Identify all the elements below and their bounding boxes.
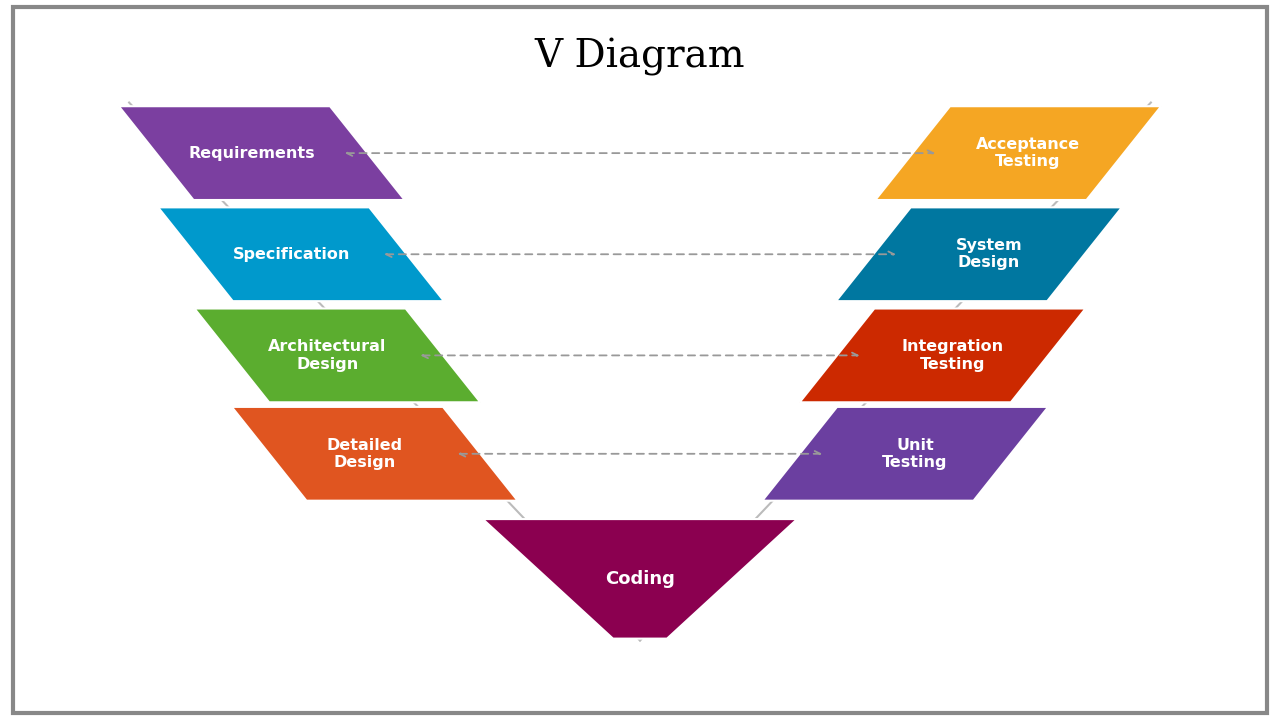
Polygon shape (232, 407, 517, 500)
Polygon shape (195, 308, 480, 402)
Text: Unit
Testing: Unit Testing (882, 438, 948, 470)
Text: Coding: Coding (605, 570, 675, 588)
Text: V Diagram: V Diagram (535, 37, 745, 76)
Polygon shape (800, 308, 1085, 402)
Text: Specification: Specification (233, 247, 349, 262)
Polygon shape (119, 107, 404, 200)
Text: Detailed
Design: Detailed Design (326, 438, 403, 470)
Polygon shape (159, 207, 444, 301)
Text: Acceptance
Testing: Acceptance Testing (977, 137, 1080, 169)
Text: Requirements: Requirements (188, 145, 315, 161)
Polygon shape (763, 407, 1048, 500)
Text: Architectural
Design: Architectural Design (269, 339, 387, 372)
Polygon shape (483, 519, 797, 639)
Polygon shape (836, 207, 1121, 301)
Text: Integration
Testing: Integration Testing (901, 339, 1004, 372)
Text: System
Design: System Design (955, 238, 1023, 271)
Polygon shape (876, 107, 1161, 200)
